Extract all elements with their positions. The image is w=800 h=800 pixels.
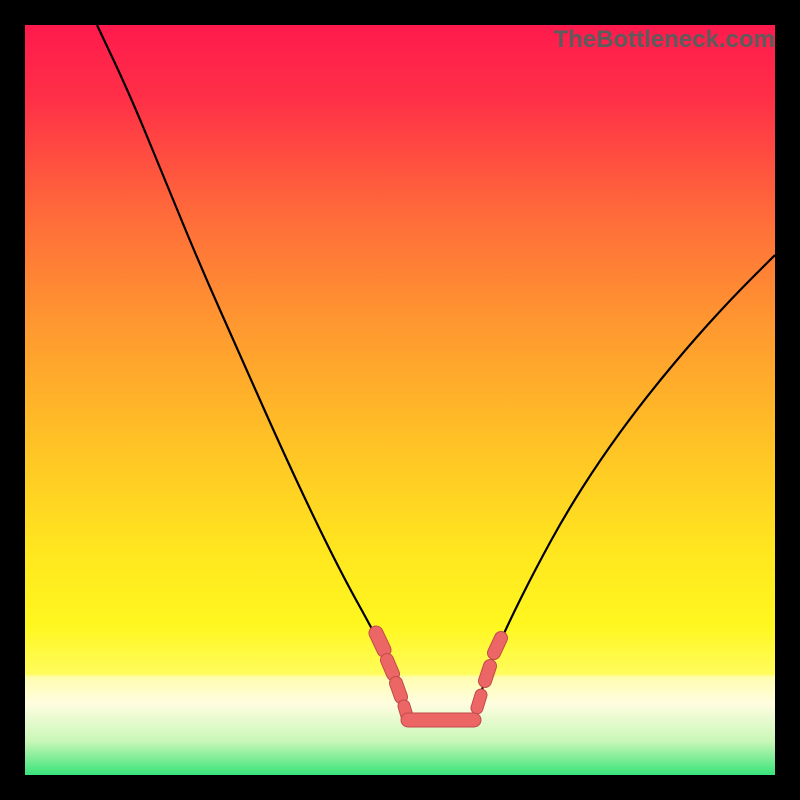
chart-frame: TheBottleneck.com — [0, 0, 800, 800]
plot-background — [25, 25, 775, 775]
bottleneck-chart-svg — [0, 0, 800, 800]
watermark-text: TheBottleneck.com — [554, 26, 775, 54]
marker-pill — [401, 713, 481, 727]
